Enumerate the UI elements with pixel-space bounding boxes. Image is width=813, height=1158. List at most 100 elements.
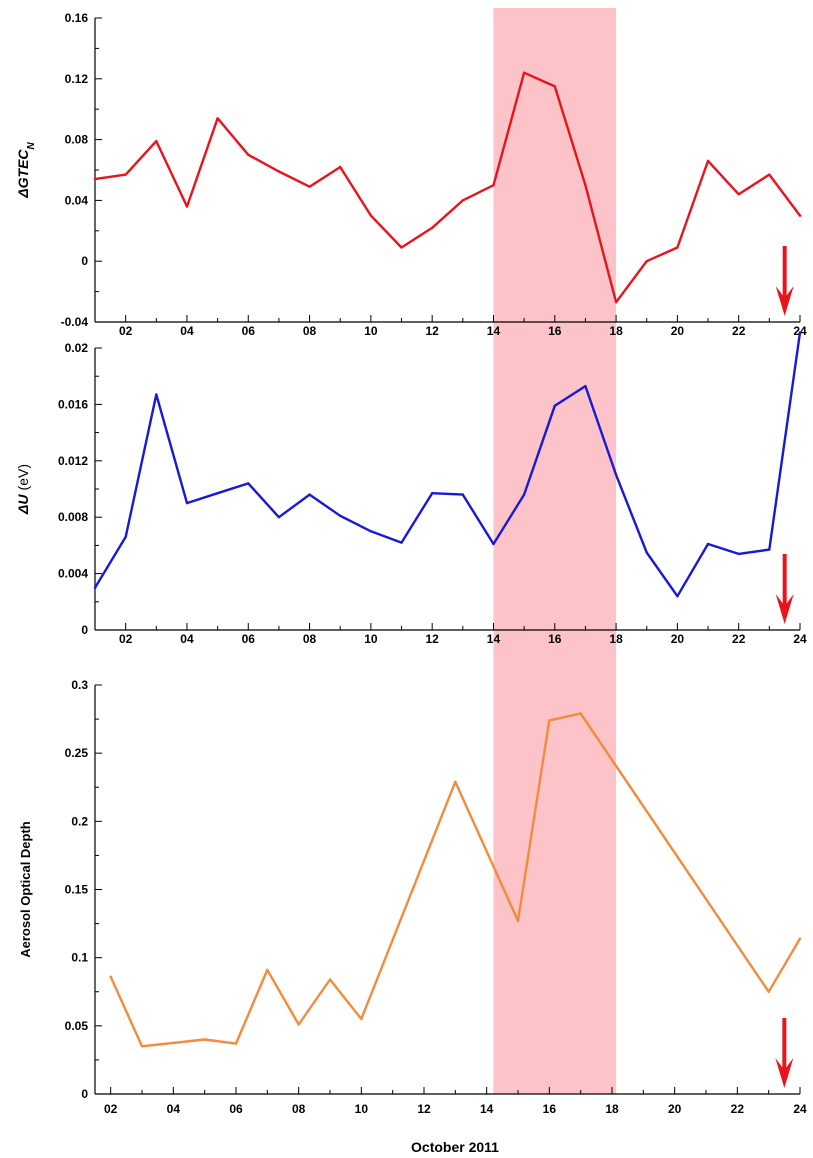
du-data-point	[93, 586, 97, 589]
gtec-data-point	[522, 71, 526, 74]
du-y-axis-title-main: ΔU	[15, 494, 31, 515]
gtec-data-point	[768, 173, 771, 176]
gtec-data-point	[706, 159, 710, 163]
du-data-point	[155, 393, 158, 396]
du-y-tick-label: 0.012	[58, 454, 88, 468]
gtec-data-point	[584, 184, 587, 187]
du-data-point	[522, 493, 526, 496]
aod-y-tick-label: 0.15	[65, 883, 89, 897]
gtec-y-tick-label: 0.04	[65, 193, 89, 207]
aod-data-point	[360, 1017, 363, 1021]
gtec-data-point	[247, 153, 250, 156]
gtec-x-tick-label: 12	[425, 324, 439, 338]
gtec-x-tick-label: 06	[242, 324, 256, 338]
du-x-tick-label: 24	[793, 632, 807, 646]
aod-x-tick-label: 04	[167, 1102, 181, 1116]
gtec-data-point	[737, 193, 740, 196]
gtec-data-point	[676, 246, 679, 249]
gtec-x-tick-label: 10	[364, 324, 378, 338]
du-x-tick-label: 18	[609, 632, 623, 646]
gtec-data-point	[339, 165, 342, 169]
aod-y-tick-label: 0	[81, 1087, 88, 1101]
aod-y-tick-label: 0.3	[71, 678, 88, 692]
gtec-data-point	[216, 117, 219, 120]
du-data-point	[308, 493, 311, 496]
du-data-point	[431, 492, 434, 495]
aod-x-tick-label: 18	[605, 1102, 619, 1116]
aod-x-tick-label: 24	[793, 1102, 807, 1116]
du-data-point	[553, 404, 556, 407]
du-x-tick-label: 20	[671, 632, 685, 646]
du-x-tick-label: 16	[548, 632, 562, 646]
du-panel: 0 0.004 0.008 0.012 0.016 0.02 02 04 06 08 10 12 14 1…	[15, 331, 807, 646]
gtec-data-point	[185, 205, 189, 208]
du-data-point	[461, 493, 464, 496]
aod-data-point	[798, 937, 802, 940]
aod-data-point	[579, 712, 582, 715]
aod-x-tick-label: 08	[292, 1102, 306, 1116]
du-y-tick-label: 0.02	[65, 341, 89, 355]
gtec-y-tick-label: 0.12	[65, 72, 89, 86]
du-y-tick-label: 0	[81, 623, 88, 637]
gtec-data-point	[461, 199, 464, 202]
du-y-tick-label: 0.008	[58, 510, 88, 524]
gtec-data-point	[369, 214, 373, 217]
gtec-data-point	[431, 226, 434, 229]
du-data-point	[768, 548, 771, 551]
x-axis-title: October 2011	[411, 1139, 499, 1155]
highlight-band	[493, 8, 617, 1094]
du-data-point	[614, 473, 618, 477]
gtec-x-tick-label: 20	[671, 324, 685, 338]
aod-x-tick-label: 02	[104, 1102, 118, 1116]
gtec-data-point	[400, 246, 403, 249]
aod-y-axis-title-main: Aerosol Optical Depth	[18, 821, 33, 958]
gtec-x-tick-label: 22	[732, 324, 746, 338]
gtec-x-tick-label: 16	[548, 324, 562, 338]
gtec-data-point	[277, 170, 281, 173]
gtec-data-point	[93, 177, 97, 181]
aod-data-point	[454, 780, 457, 783]
aod-y-tick-label: 0.1	[71, 951, 88, 965]
gtec-y-tick-label: -0.04	[61, 315, 89, 329]
aod-y-axis-title: Aerosol Optical Depth	[18, 821, 33, 958]
gtec-x-tick-label: 24	[793, 324, 807, 338]
gtec-data-point	[645, 260, 648, 263]
gtec-x-tick-label: 08	[303, 324, 317, 338]
du-x-tick-label: 04	[180, 632, 194, 646]
gtec-data-point	[492, 184, 495, 187]
aod-x-tick-label: 10	[355, 1102, 369, 1116]
gtec-data-point	[798, 214, 802, 217]
du-y-tick-label: 0.016	[58, 397, 88, 411]
du-data-point	[277, 516, 281, 519]
du-x-tick-label: 02	[119, 632, 133, 646]
aod-y-tick-label: 0.2	[71, 814, 88, 828]
aod-data-point	[109, 975, 112, 978]
aod-data-point	[297, 1023, 300, 1026]
du-data-point	[798, 331, 802, 334]
gtec-x-tick-label: 14	[487, 324, 501, 338]
du-x-tick-label: 10	[364, 632, 378, 646]
aod-data-point	[266, 968, 269, 972]
aod-x-tick-label: 16	[543, 1102, 557, 1116]
aod-data-point	[234, 1042, 238, 1045]
aod-x-tick-label: 20	[668, 1102, 682, 1116]
gtec-data-point	[308, 185, 311, 188]
du-data-point	[645, 551, 648, 554]
highlight-layer	[493, 8, 617, 1094]
du-y-tick-label: 0.004	[58, 567, 88, 581]
du-data-point	[185, 501, 189, 505]
du-data-point	[369, 530, 373, 533]
aod-data-point	[140, 1045, 144, 1048]
du-x-tick-label: 08	[303, 632, 317, 646]
aod-x-tick-label: 22	[731, 1102, 745, 1116]
gtec-data-point	[155, 139, 158, 143]
du-x-tick-label: 06	[242, 632, 256, 646]
du-y-axis-title-unit: (eV)	[15, 464, 31, 490]
du-x-tick-label: 22	[732, 632, 746, 646]
du-data-point	[339, 514, 342, 517]
gtec-panel: -0.04 0 0.04 0.08 0.12 0.16 02 04 06 08 10 12 14 16 18…	[15, 11, 807, 338]
gtec-data-point	[614, 301, 618, 304]
du-data-point	[584, 384, 587, 388]
gtec-y-tick-label: 0.16	[65, 11, 89, 25]
